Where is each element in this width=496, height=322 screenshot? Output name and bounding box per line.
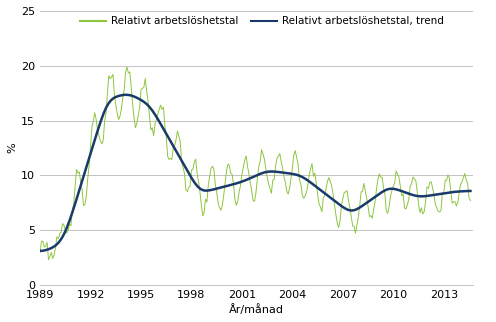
X-axis label: År/månad: År/månad <box>229 304 284 315</box>
Y-axis label: %: % <box>7 143 17 153</box>
Legend: Relativt arbetslöshetstal, Relativt arbetslöshetstal, trend: Relativt arbetslöshetstal, Relativt arbe… <box>80 16 444 26</box>
